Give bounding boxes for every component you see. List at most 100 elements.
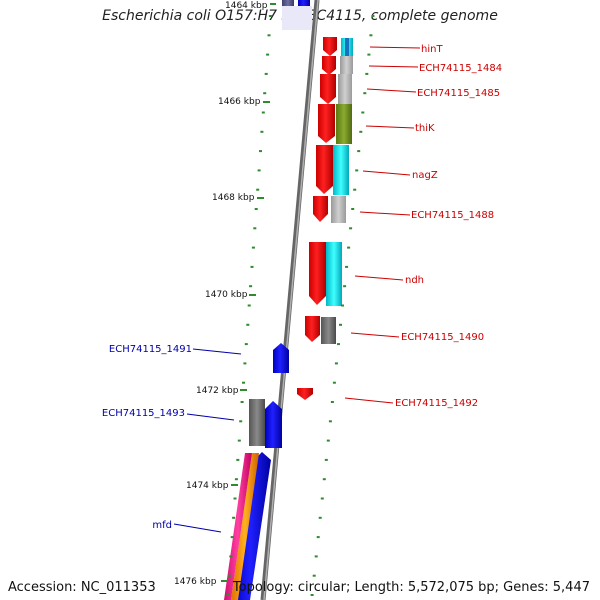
ruler-tick: [240, 389, 247, 391]
cog-1488[interactable]: [331, 196, 346, 223]
tick-dot: [332, 381, 336, 384]
ruler-label-1476: 1476 kbp: [174, 577, 217, 587]
tick-dot: [244, 343, 248, 346]
ruler-tick: [257, 197, 264, 199]
label-ECH74115_1492[interactable]: ECH74115_1492: [395, 398, 478, 409]
ruler-label-1468: 1468 kbp: [212, 193, 255, 203]
leader-1485: [366, 88, 417, 93]
tick-dot: [353, 188, 357, 191]
cog-mfd-orange[interactable]: [231, 453, 259, 600]
ruler-label-1474: 1474 kbp: [186, 481, 229, 491]
tick-dot: [230, 536, 234, 539]
cog-hinT-b[interactable]: [345, 38, 349, 56]
tick-dot: [237, 439, 241, 442]
tick-dot: [314, 555, 318, 558]
tick-dot: [229, 555, 233, 558]
tick-dot: [249, 285, 253, 288]
tick-dot: [266, 53, 270, 56]
tick-dot: [246, 323, 250, 326]
tick-dot: [357, 150, 361, 153]
accession-text: Accession: NC_011353: [8, 580, 156, 595]
tick-dot: [322, 478, 326, 481]
label-ECH74115_1493[interactable]: ECH74115_1493: [102, 408, 185, 419]
tick-dot: [261, 111, 265, 114]
gene-top-slate[interactable]: [282, 0, 294, 6]
gene-ECH74115_1485[interactable]: [320, 74, 336, 104]
label-thiK[interactable]: thiK: [415, 123, 435, 134]
label-ECH74115_1484[interactable]: ECH74115_1484: [419, 63, 502, 74]
cog-thiK[interactable]: [336, 104, 352, 144]
gene-ECH74115_1493[interactable]: [265, 401, 282, 448]
tick-dot: [263, 92, 267, 95]
gene-ECH74115_1492[interactable]: [297, 388, 313, 400]
tick-dot: [226, 594, 230, 596]
ruler-label-1466: 1466 kbp: [218, 97, 261, 107]
tick-dot: [234, 478, 238, 481]
tick-dot: [233, 497, 237, 500]
outer-tick-marks: [310, 15, 375, 596]
cog-1485[interactable]: [338, 74, 352, 104]
tick-dot: [256, 188, 260, 191]
leader-1491: [192, 348, 242, 355]
leader-hinT: [369, 46, 421, 49]
label-mfd[interactable]: mfd: [152, 520, 172, 531]
tick-dot: [239, 420, 243, 423]
label-ECH74115_1488[interactable]: ECH74115_1488: [411, 210, 494, 221]
tick-dot: [371, 15, 375, 17]
tick-dot: [264, 72, 268, 75]
cog-1493[interactable]: [249, 399, 265, 446]
cog-1490[interactable]: [321, 317, 336, 344]
tick-dot: [257, 169, 261, 172]
gene-ECH74115_1490[interactable]: [305, 316, 320, 342]
label-hinT[interactable]: hinT: [421, 44, 443, 55]
label-ECH74115_1485[interactable]: ECH74115_1485: [417, 88, 500, 99]
tick-dot: [334, 362, 338, 365]
tick-dot: [341, 304, 344, 307]
gene-ECH74115_1488[interactable]: [313, 196, 328, 222]
cog-ndh[interactable]: [326, 242, 342, 306]
tick-dot: [367, 53, 371, 56]
tick-dot: [355, 169, 359, 172]
ruler-label-1470: 1470 kbp: [205, 290, 248, 300]
label-ndh[interactable]: ndh: [405, 275, 424, 286]
tick-dot: [339, 323, 342, 326]
tick-dot: [343, 285, 347, 288]
gene-ECH74115_1491[interactable]: [273, 343, 289, 373]
label-ECH74115_1491[interactable]: ECH74115_1491: [109, 344, 192, 355]
tick-dot: [318, 516, 322, 519]
tick-dot: [330, 401, 334, 403]
gene-ECH74115_1484[interactable]: [322, 56, 336, 75]
backbone-highlight: [263, 0, 319, 600]
tick-dot: [260, 130, 264, 133]
cog-nagZ[interactable]: [333, 145, 349, 195]
tick-dot: [345, 265, 349, 268]
tick-dot: [324, 458, 328, 461]
gene-nagZ[interactable]: [316, 145, 333, 194]
cog-1484[interactable]: [340, 56, 353, 74]
gene-top-faded: [282, 6, 312, 30]
tick-dot: [232, 516, 236, 519]
tick-dot: [247, 304, 251, 307]
leader-nagZ: [362, 170, 411, 176]
tick-dot: [347, 246, 351, 249]
tick-dot: [251, 246, 255, 249]
tick-dot: [267, 34, 271, 37]
tick-dot: [349, 227, 353, 230]
label-nagZ[interactable]: nagZ: [412, 170, 438, 181]
tick-dot: [254, 208, 258, 210]
ruler-tick: [263, 101, 270, 103]
topology-text: Topology: circular; Length: 5,572,075 bp…: [232, 580, 590, 595]
tick-dot: [242, 381, 245, 384]
tick-dot: [316, 536, 320, 539]
tick-dot: [363, 92, 367, 95]
gene-hinT[interactable]: [323, 37, 337, 56]
tick-dot: [312, 574, 316, 577]
gene-ndh[interactable]: [309, 242, 326, 305]
label-ECH74115_1490[interactable]: ECH74115_1490: [401, 332, 484, 343]
cog-mfd-pink[interactable]: [224, 453, 252, 600]
leader-ndh: [354, 275, 404, 281]
tick-dot: [351, 208, 355, 210]
tick-dot: [361, 111, 365, 114]
gene-thiK[interactable]: [318, 104, 335, 143]
